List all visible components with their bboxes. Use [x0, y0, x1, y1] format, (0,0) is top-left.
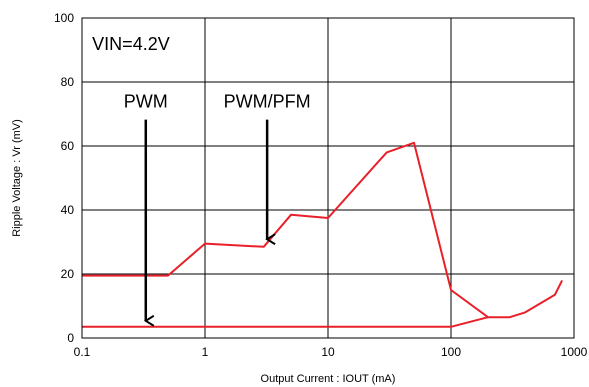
- x-axis-label: Output Current : IOUT (mA): [261, 373, 396, 385]
- tick-labels: 0.1 1 10 100 1000 0 20 40 60 80 100: [54, 11, 588, 359]
- x-tick-label: 1000: [561, 345, 588, 359]
- y-tick-label: 100: [54, 11, 74, 25]
- y-axis-label: Ripple Voltage : Vr (mV): [11, 119, 23, 237]
- y-tick-label: 0: [67, 331, 74, 345]
- annotation-background: [226, 89, 308, 114]
- annotation-label: PWM: [124, 92, 168, 112]
- grid-lines: [82, 18, 574, 338]
- y-tick-label: 60: [61, 139, 75, 153]
- x-tick-label: 0.1: [74, 345, 91, 359]
- annotations: VIN=4.2V PWM PWM/PFM: [84, 32, 311, 327]
- annotation-background: [126, 89, 166, 114]
- plot-border: [81, 17, 575, 339]
- annotation-background: [84, 32, 177, 56]
- series-line-2: [82, 316, 489, 328]
- x-tick-label: 1: [202, 345, 209, 359]
- y-tick-label: 80: [61, 75, 75, 89]
- series-layer: [82, 141, 563, 328]
- annotation-label: PWM/PFM: [224, 92, 311, 112]
- x-tick-label: 10: [321, 345, 335, 359]
- x-tick-label: 100: [441, 345, 461, 359]
- series-line-1: [82, 141, 563, 319]
- y-tick-label: 20: [61, 267, 75, 281]
- y-tick-label: 40: [61, 203, 75, 217]
- annotation-label: VIN=4.2V: [92, 34, 170, 54]
